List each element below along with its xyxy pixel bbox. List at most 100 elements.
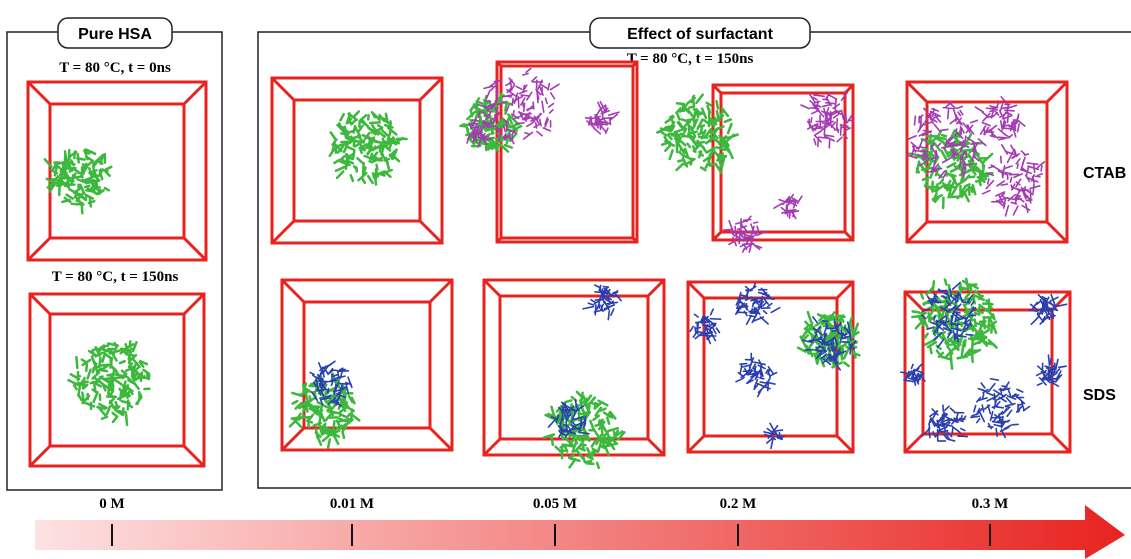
strand [969,320,972,327]
strand [1015,178,1022,188]
strand [823,323,829,335]
strand [1004,109,1015,112]
box-edge [843,230,855,242]
strand [814,130,822,136]
strand [946,108,950,120]
strand [132,381,140,391]
strand [923,107,930,115]
strand [972,155,980,162]
strand [737,371,745,379]
strand [951,304,957,311]
strand [1012,129,1017,138]
strand [995,191,1006,197]
strand [515,85,523,90]
strand [594,107,603,118]
strand [959,125,963,136]
strand [558,416,564,429]
strand [979,125,987,135]
strand [81,391,85,403]
strand [507,113,514,119]
strand [697,124,706,129]
strand [1001,385,1008,388]
strand [499,143,510,153]
strand [663,135,671,145]
strand [598,123,607,133]
strand [815,346,820,353]
strand [835,321,842,330]
strand [964,277,970,291]
molecule [921,282,977,349]
strand [88,179,95,187]
strand [108,397,116,405]
strand [975,152,983,164]
strand [928,418,932,426]
strand [810,332,814,340]
strand [920,313,925,323]
strand [126,386,134,396]
strand [946,162,957,169]
strand [101,344,110,348]
strand [730,231,736,237]
box-edge [495,236,503,244]
strand [472,133,477,143]
condition-label: T = 80 °C, t = 150ns [627,51,754,67]
strand [991,106,996,117]
strand [83,149,89,161]
strand [329,131,337,140]
box-edge [905,80,929,104]
strand [958,336,963,344]
strand [925,183,930,190]
strand [959,150,966,162]
strand [981,121,991,127]
strand [714,118,722,123]
strand [743,235,754,242]
strand [474,122,478,130]
strand [1006,156,1012,164]
strand [970,167,980,173]
strand [494,107,499,113]
strand [524,131,531,136]
strand [935,149,939,157]
strand [838,318,844,331]
box-outer [686,280,855,454]
strand [941,144,954,149]
box-edge [26,80,52,106]
strand [926,170,937,173]
strand [599,284,602,292]
strand [701,324,713,329]
strand [589,450,597,459]
strand [484,99,492,103]
strand [607,310,611,321]
box-edge [482,278,502,298]
strand [341,425,347,433]
strand [108,389,115,398]
strand [347,153,354,158]
strand [332,419,336,431]
strand [966,322,971,330]
strand [125,353,136,357]
strand [604,298,615,305]
molecule [466,110,498,148]
strand [932,167,943,172]
strand [809,100,818,108]
strand [738,291,742,298]
strand [821,110,832,117]
strand [754,373,759,379]
strand [700,107,708,120]
strand [693,313,699,318]
strand [825,96,832,107]
strand [583,394,593,406]
strand [488,103,495,107]
strand [811,96,818,101]
strand [330,380,334,387]
strand [943,431,951,441]
strand [599,290,605,300]
strand [957,435,969,438]
strand [708,148,716,157]
strand [331,373,339,378]
strand [778,198,790,204]
strand [547,412,555,418]
strand [579,416,583,427]
box-edge [26,236,52,262]
strand [767,366,774,375]
